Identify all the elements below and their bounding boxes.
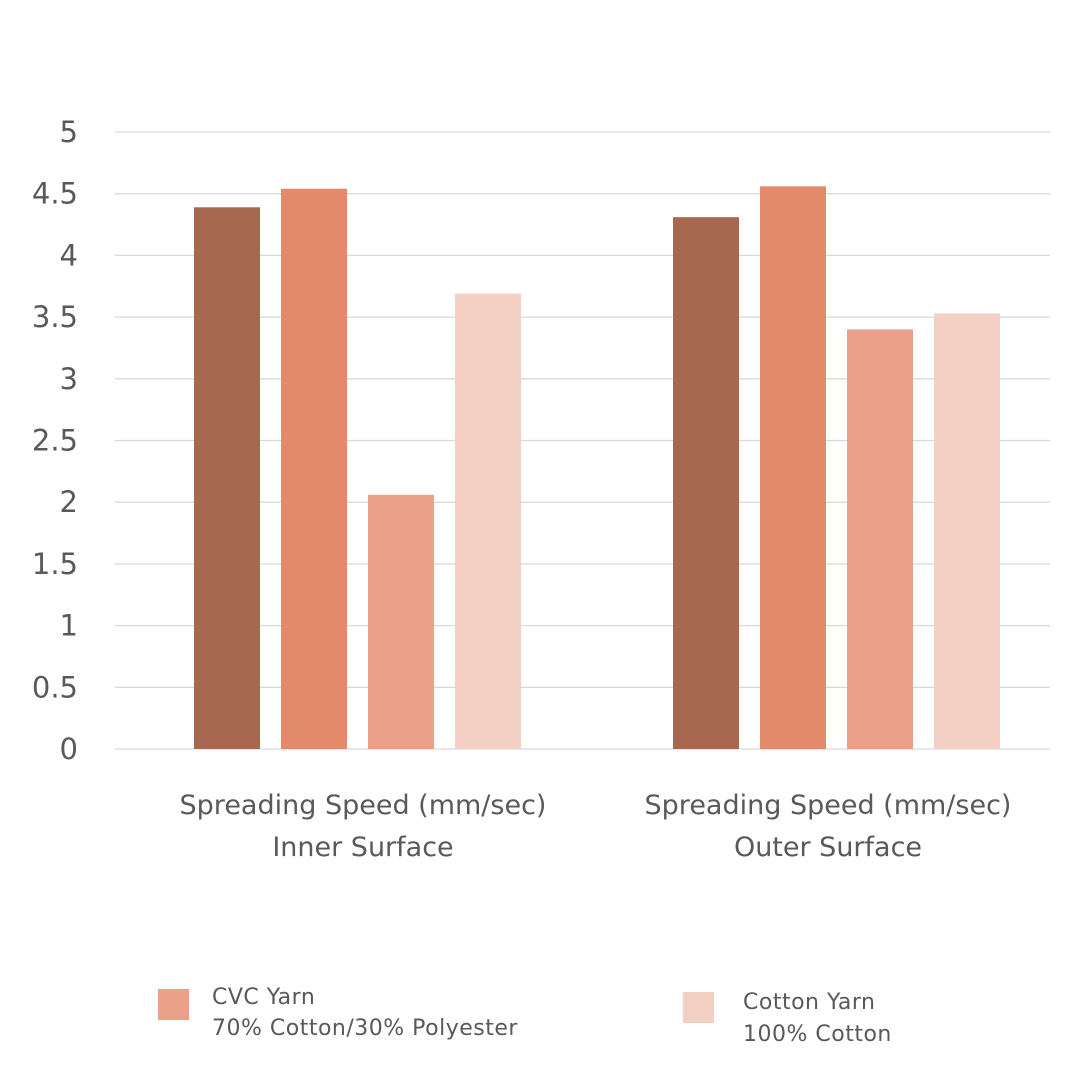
bar-series-2-category-2 — [760, 186, 826, 749]
gridlines — [115, 131, 1050, 750]
bar-series-3-category-1 — [368, 494, 434, 749]
y-tick-label: 4.5 — [32, 177, 78, 211]
legend-sublabel: 100% Cotton — [743, 1022, 892, 1047]
y-tick-label: 2 — [60, 485, 78, 519]
x-category-label: Spreading Speed (mm/sec) — [180, 790, 547, 821]
legend-label: Cotton Yarn — [743, 990, 875, 1015]
y-tick-label: 0 — [60, 732, 78, 766]
legend-label: CVC Yarn — [212, 985, 315, 1010]
bar-series-1-category-2 — [673, 217, 739, 749]
y-tick-label: 5 — [60, 115, 78, 149]
x-category-label: Spreading Speed (mm/sec) — [645, 790, 1012, 821]
bar-series-2-category-1 — [281, 188, 347, 749]
bar-series-1-category-1 — [194, 207, 260, 750]
bar-series-3-category-2 — [847, 329, 913, 749]
bars — [194, 186, 1000, 750]
y-axis-tick-labels: 0 0.5 1 1.5 2 2.5 3 3.5 4 4.5 5 — [32, 115, 78, 766]
legend-sublabel: 70% Cotton/30% Polyester — [212, 1016, 518, 1041]
y-tick-label: 1.5 — [32, 547, 78, 581]
y-tick-label: 2.5 — [32, 424, 78, 458]
legend-swatch — [683, 992, 714, 1023]
bar-series-4-category-2 — [934, 313, 1000, 749]
bar-series-4-category-1 — [455, 293, 521, 749]
x-category-label: Outer Surface — [734, 832, 922, 863]
legend: CVC Yarn 70% Cotton/30% Polyester Cotton Y… — [158, 985, 892, 1047]
y-tick-label: 1 — [60, 609, 78, 643]
x-category-label: Inner Surface — [272, 832, 453, 863]
y-tick-label: 3.5 — [32, 300, 78, 334]
y-tick-label: 3 — [60, 362, 78, 396]
y-tick-label: 4 — [60, 238, 78, 272]
legend-swatch — [158, 989, 189, 1020]
y-tick-label: 0.5 — [32, 670, 78, 704]
x-axis-category-labels: Spreading Speed (mm/sec) Inner Surface Spr… — [180, 790, 1012, 863]
